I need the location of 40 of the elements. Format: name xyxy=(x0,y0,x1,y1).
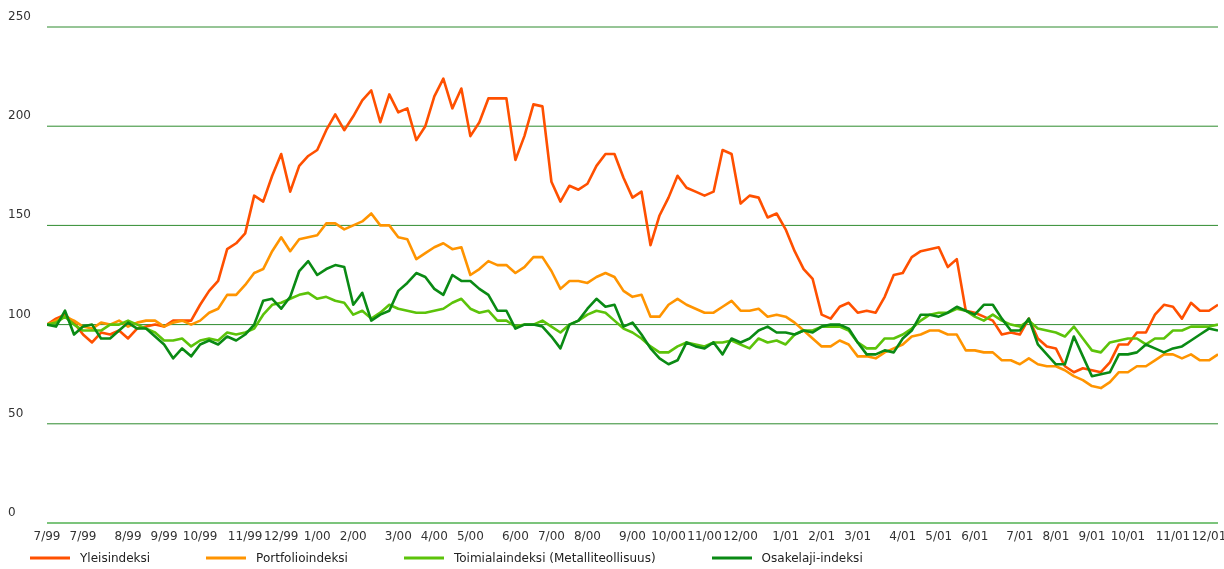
x-tick-label: 1/00 xyxy=(303,528,331,543)
x-tick-label: 4/01 xyxy=(889,528,917,543)
x-tick-label: 7/99 xyxy=(33,528,61,543)
x-tick-label: 7/00 xyxy=(537,528,565,543)
x-tick-label: 10/99 xyxy=(182,528,218,543)
legend-label: Osakelaji-indeksi xyxy=(761,551,863,565)
legend-label: Yleisindeksi xyxy=(80,551,151,565)
x-tick-label: 2/00 xyxy=(339,528,367,543)
x-tick-label: 7/99 xyxy=(69,528,97,543)
x-tick-label: 11/00 xyxy=(687,528,722,543)
y-tick-label: 250 xyxy=(8,9,31,23)
x-tick-label: 6/01 xyxy=(961,528,989,543)
x-tick-label: 1/01 xyxy=(772,528,800,543)
x-tick-label: 3/01 xyxy=(844,528,872,543)
x-tick-label: 8/99 xyxy=(114,528,142,543)
x-tick-label: 8/01 xyxy=(1042,528,1070,543)
x-tick-label: 9/00 xyxy=(619,528,646,543)
x-tick-label: 9/01 xyxy=(1078,528,1106,543)
y-tick-label: 100 xyxy=(8,306,31,321)
x-tick-label: 4/00 xyxy=(420,528,448,543)
legend-label: Portfolioindeksi xyxy=(256,551,348,565)
x-tick-label: 5/00 xyxy=(456,528,484,543)
x-tick-label: 12/00 xyxy=(723,528,758,543)
x-tick-label: 5/01 xyxy=(925,528,953,543)
x-tick-label: 10/01 xyxy=(1110,528,1146,543)
x-tick-label: 12/99 xyxy=(263,528,299,543)
x-tick-label: 9/99 xyxy=(150,528,178,543)
x-tick-label: 6/00 xyxy=(501,528,529,543)
y-tick-label: 50 xyxy=(8,405,24,420)
x-tick-label: 11/99 xyxy=(227,528,263,543)
x-tick-label: 3/00 xyxy=(384,528,412,543)
y-tick-label: 150 xyxy=(8,207,31,222)
y-tick-label: 0 xyxy=(8,505,16,519)
x-tick-label: 10/00 xyxy=(651,528,686,543)
x-tick-label: 11/01 xyxy=(1155,528,1191,543)
y-tick-label: 200 xyxy=(8,108,31,123)
legend-label: Toimialaindeksi (Metalliteollisuus) xyxy=(453,551,656,565)
x-tick-label: 2/01 xyxy=(808,528,836,543)
x-tick-label: 8/00 xyxy=(573,528,601,543)
x-tick-label: 7/01 xyxy=(1006,528,1034,543)
